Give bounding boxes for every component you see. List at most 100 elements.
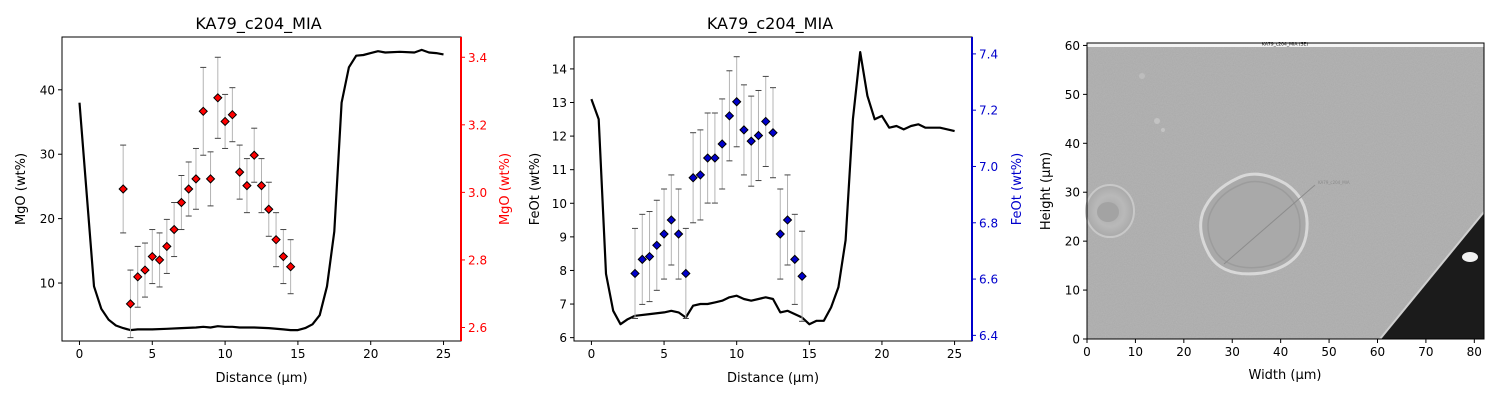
panel-mgo-xlabel: Distance (µm) bbox=[215, 371, 307, 386]
panel-feot-profile bbox=[590, 50, 955, 326]
x-tick-label: 5 bbox=[660, 347, 668, 361]
data-marker bbox=[630, 268, 640, 279]
panel-feot-ylabel: FeOt (wt%) bbox=[528, 153, 543, 225]
data-marker bbox=[790, 254, 800, 265]
data-marker bbox=[264, 204, 274, 214]
y-tick-label: 10 bbox=[40, 277, 55, 291]
panel-mgo-markers bbox=[118, 56, 296, 339]
se-image-top-bar bbox=[1087, 43, 1484, 47]
right-y-tick-label: 6.6 bbox=[979, 273, 998, 287]
panel-image-ylabel: Height (µm) bbox=[1039, 152, 1054, 230]
data-marker bbox=[242, 180, 252, 191]
data-marker bbox=[198, 106, 208, 117]
data-marker bbox=[256, 180, 267, 191]
x-tick-label: 20 bbox=[363, 347, 378, 361]
y-tick-label: 14 bbox=[552, 62, 567, 76]
y-tick-label: 30 bbox=[40, 148, 55, 162]
data-marker bbox=[133, 272, 143, 282]
panel-mgo-right-axis: 2.6 2.8 3.0 3.2 3.4 bbox=[461, 51, 487, 335]
data-marker bbox=[220, 116, 230, 127]
x-tick-label: 20 bbox=[874, 347, 889, 361]
data-marker bbox=[183, 184, 194, 194]
data-marker bbox=[775, 229, 785, 239]
data-marker bbox=[681, 268, 691, 279]
y-tick-label: 60 bbox=[1065, 39, 1080, 53]
panel-mgo-ylabel: MgO (wt%) bbox=[14, 153, 29, 225]
y-tick-label: 10 bbox=[1065, 284, 1080, 298]
panel-feot-xlabel: Distance (µm) bbox=[727, 371, 819, 386]
y-tick-label: 8 bbox=[559, 264, 567, 278]
melt-inclusion bbox=[1199, 172, 1309, 276]
data-marker bbox=[673, 229, 684, 239]
panel-image-x-axis: 0 10 20 30 40 50 60 70 80 bbox=[1083, 339, 1482, 359]
blob-left-core bbox=[1097, 202, 1119, 222]
se-image: KA79_c204_MIA (SE) KA79_c204_MIA bbox=[1085, 42, 1485, 340]
data-marker bbox=[782, 215, 793, 225]
panel-mgo-y-axis: 10 20 30 40 bbox=[40, 83, 62, 291]
right-y-tick-label: 3.0 bbox=[468, 186, 487, 200]
data-marker bbox=[724, 111, 735, 121]
melt-inclusion-inner-rim bbox=[1207, 180, 1301, 269]
right-y-tick-label: 7.2 bbox=[979, 104, 998, 118]
x-tick-label: 15 bbox=[802, 347, 817, 361]
data-marker bbox=[695, 170, 706, 180]
data-marker bbox=[710, 153, 720, 163]
data-marker bbox=[176, 197, 187, 208]
data-marker bbox=[637, 254, 647, 265]
x-tick-label: 10 bbox=[217, 347, 232, 361]
bright-spot bbox=[1462, 252, 1478, 262]
data-marker bbox=[118, 184, 128, 194]
x-tick-label: 40 bbox=[1273, 345, 1288, 359]
se-image-caption: KA79_c204_MIA (SE) bbox=[1262, 42, 1308, 48]
data-marker bbox=[234, 167, 245, 177]
panel-feot: KA79_c204_MIA 0 5 10 15 20 25 67891011121314 … bbox=[528, 14, 1025, 386]
right-y-tick-label: 2.8 bbox=[468, 253, 487, 267]
right-y-tick-label: 6.8 bbox=[979, 216, 998, 230]
panel-mgo-profile bbox=[78, 48, 444, 332]
y-tick-label: 40 bbox=[1065, 137, 1080, 151]
data-marker bbox=[761, 116, 771, 127]
panel-feot-frame bbox=[573, 36, 973, 342]
data-marker bbox=[147, 251, 157, 262]
x-tick-label: 60 bbox=[1370, 345, 1385, 359]
data-marker bbox=[154, 255, 165, 265]
data-marker bbox=[125, 299, 136, 309]
x-tick-label: 0 bbox=[1083, 345, 1091, 359]
right-y-tick-label: 6.4 bbox=[979, 329, 998, 343]
panel-feot-ylabel-right: FeOt (wt%) bbox=[1010, 153, 1025, 225]
right-y-tick-label: 3.4 bbox=[468, 51, 487, 65]
dark-region-edge bbox=[1379, 211, 1485, 340]
data-marker bbox=[768, 127, 778, 138]
data-marker bbox=[797, 271, 807, 281]
speck bbox=[1154, 118, 1160, 124]
y-tick-label: 12 bbox=[552, 130, 567, 144]
data-marker bbox=[739, 125, 749, 135]
data-marker bbox=[249, 150, 259, 160]
panel-feot-title: KA79_c204_MIA bbox=[707, 14, 833, 34]
data-marker bbox=[702, 153, 713, 163]
x-tick-label: 25 bbox=[436, 347, 451, 361]
data-marker bbox=[191, 174, 201, 184]
right-y-tick-label: 2.6 bbox=[468, 321, 487, 335]
profile-line bbox=[78, 48, 444, 332]
y-tick-label: 30 bbox=[1065, 186, 1080, 200]
y-tick-label: 50 bbox=[1065, 88, 1080, 102]
x-tick-label: 15 bbox=[290, 347, 305, 361]
traverse-label: KA79_c204_MIA bbox=[1318, 180, 1350, 185]
x-tick-label: 10 bbox=[729, 347, 744, 361]
y-tick-label: 20 bbox=[1065, 235, 1080, 249]
y-tick-label: 13 bbox=[552, 96, 567, 110]
y-tick-label: 20 bbox=[40, 212, 55, 226]
data-marker bbox=[162, 241, 172, 252]
panel-feot-right-axis: 6.4 6.6 6.8 7.0 7.2 7.4 bbox=[972, 47, 998, 343]
x-tick-label: 5 bbox=[148, 347, 156, 361]
data-marker bbox=[688, 173, 698, 183]
panel-feot-markers bbox=[630, 56, 807, 322]
x-tick-label: 30 bbox=[1225, 345, 1240, 359]
data-marker bbox=[644, 251, 655, 262]
x-tick-label: 25 bbox=[947, 347, 962, 361]
y-tick-label: 40 bbox=[40, 83, 55, 97]
profile-line bbox=[590, 50, 955, 326]
data-marker bbox=[659, 229, 669, 239]
panel-mgo-x-axis: 0 5 10 15 20 25 bbox=[76, 341, 451, 361]
